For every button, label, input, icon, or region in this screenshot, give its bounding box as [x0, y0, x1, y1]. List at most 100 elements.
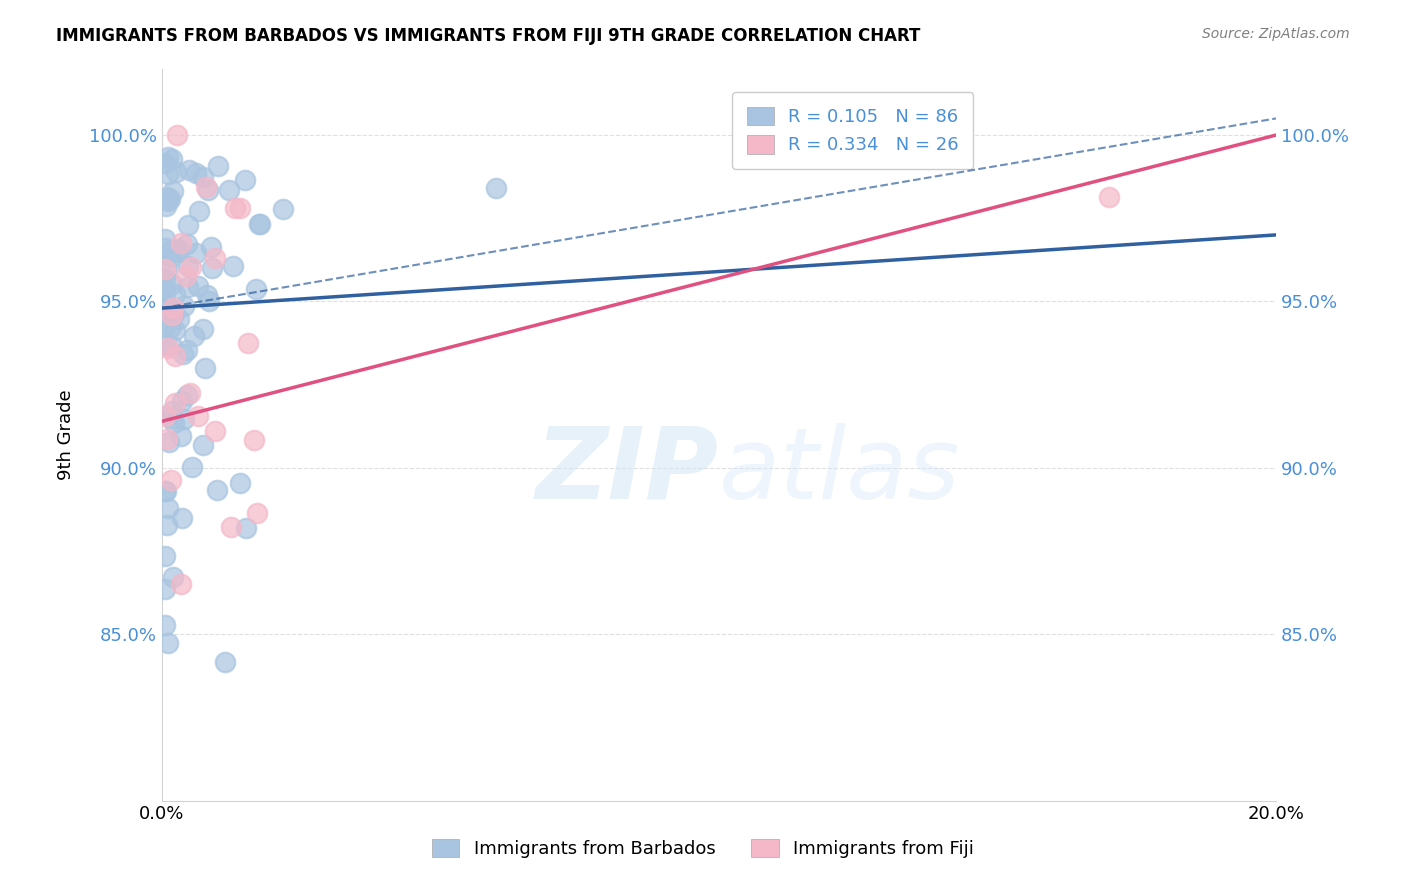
- Point: [194, 361, 217, 376]
- Point: [485, 181, 508, 195]
- Point: [165, 396, 187, 410]
- Point: [160, 339, 183, 353]
- Point: [173, 299, 195, 313]
- Point: [1098, 190, 1121, 204]
- Point: [157, 435, 180, 450]
- Point: [155, 294, 177, 309]
- Point: [163, 307, 186, 321]
- Point: [214, 655, 236, 669]
- Point: [204, 424, 226, 438]
- Point: [235, 521, 257, 535]
- Point: [246, 506, 269, 520]
- Point: [173, 411, 195, 425]
- Point: [229, 202, 252, 216]
- Point: [153, 549, 176, 564]
- Point: [153, 281, 176, 295]
- Point: [160, 474, 183, 488]
- Point: [153, 299, 176, 313]
- Point: [156, 518, 179, 533]
- Point: [157, 194, 180, 208]
- Point: [207, 483, 229, 497]
- Point: [187, 204, 209, 219]
- Point: [156, 150, 179, 164]
- Point: [177, 280, 200, 294]
- Point: [184, 245, 207, 260]
- Point: [153, 232, 176, 246]
- Text: ZIP: ZIP: [536, 423, 718, 520]
- Point: [193, 438, 215, 452]
- Point: [222, 259, 245, 273]
- Point: [174, 269, 197, 284]
- Point: [153, 338, 176, 352]
- Point: [163, 416, 186, 430]
- Legend: Immigrants from Barbados, Immigrants from Fiji: Immigrants from Barbados, Immigrants fro…: [425, 831, 981, 865]
- Point: [172, 347, 194, 361]
- Point: [191, 322, 214, 336]
- Point: [187, 279, 209, 293]
- Point: [180, 260, 202, 274]
- Point: [165, 165, 187, 179]
- Point: [218, 183, 240, 197]
- Point: [179, 386, 201, 401]
- Point: [167, 312, 190, 326]
- Point: [163, 286, 186, 301]
- Point: [170, 394, 193, 409]
- Point: [236, 335, 259, 350]
- Point: [176, 388, 198, 402]
- Point: [170, 577, 193, 591]
- Point: [159, 250, 181, 264]
- Point: [160, 411, 183, 425]
- Point: [163, 349, 186, 363]
- Point: [155, 241, 177, 255]
- Point: [153, 272, 176, 286]
- Point: [162, 243, 184, 257]
- Point: [200, 240, 222, 254]
- Point: [187, 409, 209, 423]
- Point: [181, 460, 204, 475]
- Point: [207, 159, 229, 173]
- Point: [166, 243, 188, 257]
- Point: [153, 409, 176, 423]
- Point: [172, 511, 194, 525]
- Point: [176, 236, 198, 251]
- Point: [155, 199, 177, 213]
- Point: [162, 184, 184, 198]
- Point: [153, 617, 176, 632]
- Point: [195, 287, 218, 301]
- Point: [167, 245, 190, 260]
- Point: [204, 251, 226, 265]
- Point: [179, 163, 201, 178]
- Point: [162, 570, 184, 584]
- Point: [156, 190, 179, 204]
- Point: [155, 483, 177, 498]
- Point: [156, 300, 179, 314]
- Point: [162, 301, 184, 315]
- Point: [160, 152, 183, 166]
- Y-axis label: 9th Grade: 9th Grade: [58, 389, 75, 480]
- Point: [156, 341, 179, 355]
- Point: [195, 180, 218, 194]
- Point: [245, 282, 267, 296]
- Point: [160, 308, 183, 322]
- Point: [156, 432, 179, 446]
- Point: [201, 260, 224, 275]
- Point: [233, 172, 256, 186]
- Text: atlas: atlas: [718, 423, 960, 520]
- Legend: R = 0.105   N = 86, R = 0.334   N = 26: R = 0.105 N = 86, R = 0.334 N = 26: [733, 92, 973, 169]
- Point: [186, 166, 208, 180]
- Point: [247, 217, 270, 231]
- Point: [271, 202, 294, 216]
- Point: [153, 156, 176, 170]
- Point: [176, 343, 198, 357]
- Point: [156, 635, 179, 649]
- Text: IMMIGRANTS FROM BARBADOS VS IMMIGRANTS FROM FIJI 9TH GRADE CORRELATION CHART: IMMIGRANTS FROM BARBADOS VS IMMIGRANTS F…: [56, 27, 921, 45]
- Point: [191, 170, 214, 185]
- Point: [153, 582, 176, 596]
- Point: [229, 476, 252, 491]
- Point: [163, 323, 186, 337]
- Point: [170, 429, 193, 443]
- Point: [219, 520, 242, 534]
- Point: [183, 329, 205, 343]
- Point: [153, 483, 176, 498]
- Point: [198, 294, 221, 309]
